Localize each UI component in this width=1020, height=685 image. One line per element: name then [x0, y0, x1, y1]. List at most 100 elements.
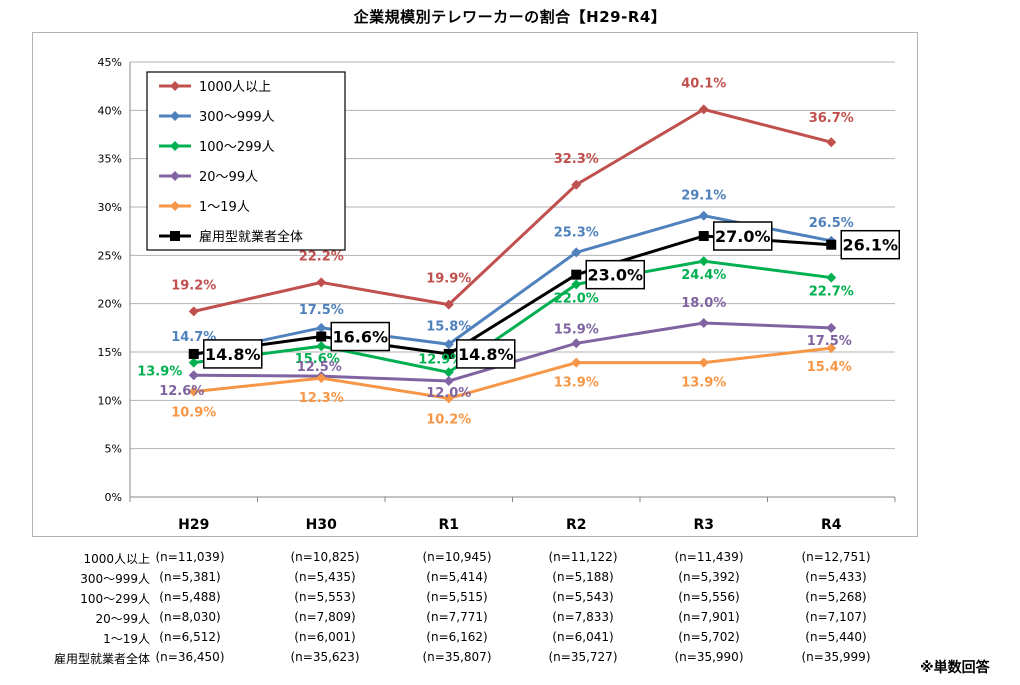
data-label: 25.3%	[554, 225, 599, 240]
data-label: 32.3%	[554, 152, 599, 167]
data-label: 17.5%	[299, 303, 344, 318]
total-data-label: 14.8%	[458, 345, 514, 364]
data-point	[571, 357, 582, 368]
data-point	[443, 299, 454, 310]
sample-size-cell: (n=12,751)	[801, 550, 871, 564]
series-line	[193, 259, 832, 374]
sample-size-cell: (n=35,623)	[290, 650, 360, 664]
data-point	[443, 376, 454, 386]
sample-size-cell: (n=7,771)	[426, 610, 488, 624]
data-label: 15.9%	[554, 322, 599, 337]
data-point	[571, 247, 582, 258]
data-point	[826, 343, 837, 354]
legend-marker	[170, 231, 180, 241]
data-point	[826, 137, 837, 148]
sample-size-label: 1000人以上	[83, 552, 150, 566]
data-point	[188, 357, 199, 368]
data-label: 24.4%	[681, 268, 726, 283]
data-point	[188, 306, 199, 317]
y-tick-label: 30%	[98, 201, 122, 214]
data-label: 12.5%	[297, 360, 342, 375]
total-data-label: 16.6%	[332, 328, 388, 347]
sample-size-cell: (n=5,188)	[552, 570, 614, 584]
sample-size-cell: (n=35,807)	[422, 650, 492, 664]
data-point	[188, 348, 199, 359]
sample-size-cell: (n=5,433)	[805, 570, 867, 584]
data-point	[188, 386, 199, 397]
data-point	[443, 348, 454, 359]
series-line	[193, 346, 832, 400]
sample-size-cell: (n=10,945)	[422, 550, 492, 564]
chart-frame	[32, 32, 918, 537]
sample-size-row: 1〜19人 (n=6,512) (n=6,001) (n=6,162) (n=6,041…	[0, 630, 1020, 648]
sample-size-cell: (n=5,268)	[805, 590, 867, 604]
total-label-box	[203, 339, 263, 369]
sample-size-row: 100〜299人 (n=5,488) (n=5,553) (n=5,515) (n=5,…	[0, 590, 1020, 608]
legend-marker	[170, 201, 180, 211]
total-data-label: 26.1%	[842, 236, 898, 255]
x-tick-label: R3	[693, 517, 714, 533]
sample-size-table: 1000人以上 (n=11,039) (n=10,825) (n=10,945) (n=…	[0, 548, 1020, 678]
data-label: 22.7%	[809, 285, 854, 300]
data-label: 29.1%	[681, 189, 726, 204]
data-label: 12.0%	[426, 386, 471, 401]
line-chart: 0% 5% 10% 15% 20% 25% 30% 35% 40% 45% H29 H30 R1 R2 R3…	[98, 56, 900, 533]
sample-size-row: 300〜999人 (n=5,381) (n=5,435) (n=5,414) (n=5,…	[0, 570, 1020, 588]
sample-size-label: 300〜999人	[80, 572, 150, 586]
legend-label: 300〜999人	[199, 110, 275, 125]
sample-size-cell: (n=5,435)	[294, 570, 356, 584]
sample-size-label: 雇用型就業者全体	[53, 652, 150, 666]
series-line	[193, 214, 832, 357]
sample-size-row: 雇用型就業者全体 (n=36,450) (n=35,623) (n=35,807) (n…	[0, 650, 1020, 668]
data-point	[316, 341, 327, 352]
chart-title: 企業規模別テレワーカーの割合【H29-R4】	[353, 8, 667, 26]
data-label: 12.3%	[299, 391, 344, 406]
sample-size-cell: (n=35,990)	[674, 650, 744, 664]
sample-size-cell: (n=5,515)	[426, 590, 488, 604]
total-data-label: 27.0%	[715, 227, 771, 246]
data-point	[698, 357, 709, 368]
data-label: 13.9%	[681, 376, 726, 391]
sample-size-row: 1000人以上 (n=11,039) (n=10,825) (n=10,945) (n=…	[0, 550, 1020, 568]
data-label: 22.0%	[554, 291, 599, 306]
series-line	[193, 234, 832, 356]
data-point	[698, 104, 709, 115]
data-point	[571, 269, 582, 280]
y-tick-label: 0%	[105, 491, 122, 504]
sample-size-cell: (n=6,001)	[294, 630, 356, 644]
legend-marker	[170, 111, 180, 121]
legend-label: 1〜19人	[199, 200, 250, 215]
legend-label: 雇用型就業者全体	[199, 229, 303, 245]
sample-size-cell: (n=35,727)	[548, 650, 618, 664]
sample-size-row: 20〜99人 (n=8,030) (n=7,809) (n=7,771) (n=7,83…	[0, 610, 1020, 628]
data-point	[698, 231, 709, 241]
data-label: 18.0%	[681, 296, 726, 311]
data-point	[826, 272, 837, 283]
data-point	[826, 322, 837, 333]
data-point	[316, 322, 327, 333]
sample-size-cell: (n=5,543)	[552, 590, 614, 604]
y-tick-label: 35%	[98, 153, 122, 166]
data-point	[443, 393, 454, 404]
data-label: 13.9%	[137, 365, 182, 380]
sample-size-cell: (n=11,439)	[674, 550, 744, 564]
legend-marker	[170, 171, 180, 181]
total-data-label: 23.0%	[587, 266, 643, 285]
sample-size-cell: (n=5,488)	[159, 590, 221, 604]
x-tick-label: R2	[566, 517, 587, 533]
sample-size-label: 100〜299人	[80, 592, 150, 606]
total-label-box	[585, 259, 645, 290]
y-tick-label: 20%	[98, 298, 122, 311]
sample-size-cell: (n=35,999)	[801, 650, 871, 664]
data-label: 22.2%	[299, 249, 344, 264]
sample-size-cell: (n=5,414)	[426, 570, 488, 584]
data-label: 12.9%	[418, 352, 463, 367]
data-label: 10.2%	[426, 412, 471, 427]
data-point	[571, 279, 582, 290]
data-label: 15.8%	[426, 319, 471, 334]
y-tick-label: 40%	[98, 104, 122, 117]
sample-size-cell: (n=5,440)	[805, 630, 867, 644]
footnote: ※単数回答	[920, 660, 990, 676]
data-label: 19.2%	[171, 278, 216, 293]
sample-size-cell: (n=6,512)	[159, 630, 221, 644]
